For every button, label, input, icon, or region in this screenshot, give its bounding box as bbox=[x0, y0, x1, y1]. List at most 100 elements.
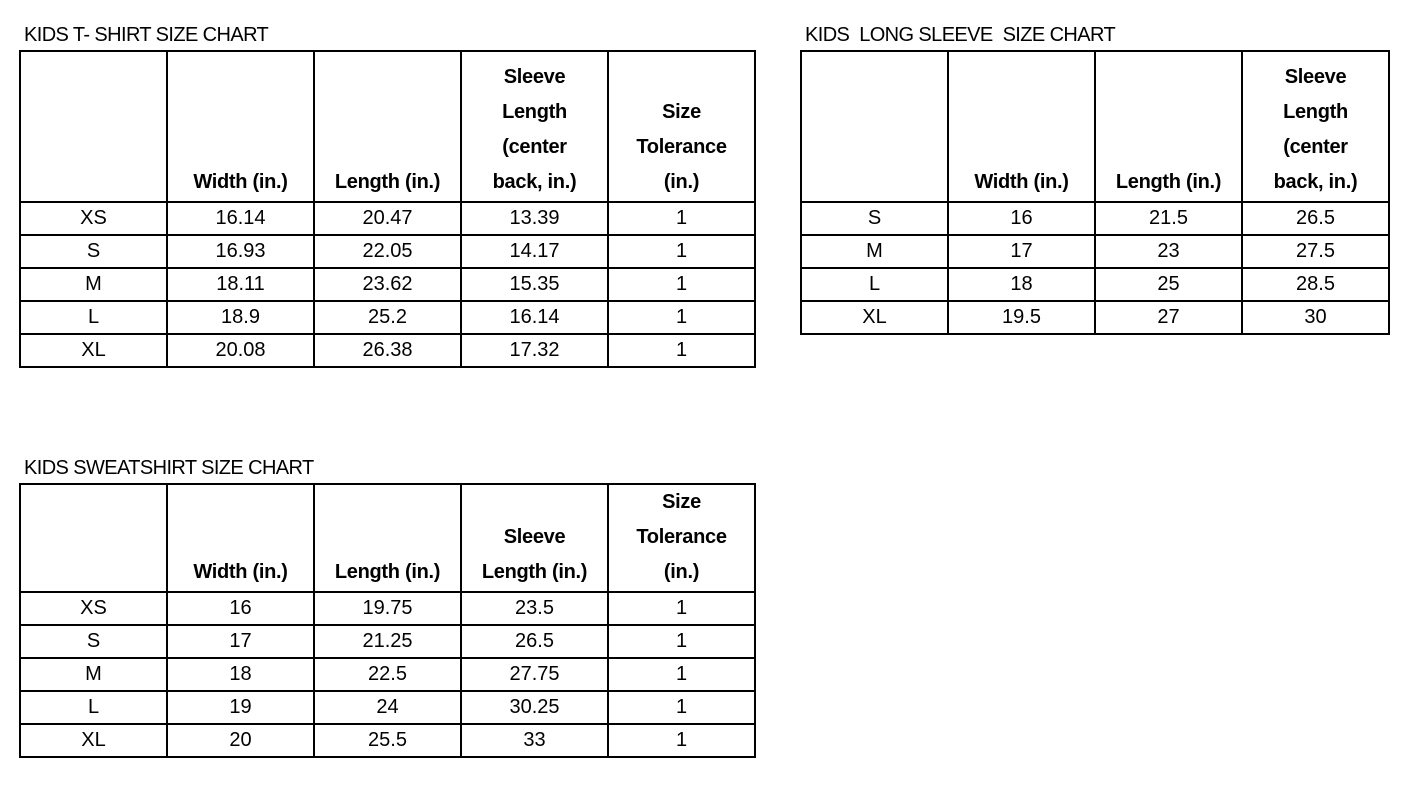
measurement-cell: 1 bbox=[607, 234, 756, 269]
column-header: Width (in.) bbox=[166, 50, 315, 203]
measurement-cell: 20 bbox=[166, 723, 315, 758]
column-header bbox=[19, 50, 168, 203]
measurement-cell: 16.93 bbox=[166, 234, 315, 269]
column-header: Length (in.) bbox=[313, 50, 462, 203]
measurement-cell: 24 bbox=[313, 690, 462, 725]
measurement-cell: 18 bbox=[166, 657, 315, 692]
measurement-cell: 18.11 bbox=[166, 267, 315, 302]
table-row: L 19 24 30.25 1 bbox=[19, 690, 756, 725]
column-header: Length (in.) bbox=[1094, 50, 1243, 203]
measurement-cell: 25.2 bbox=[313, 300, 462, 335]
measurement-cell: 23.62 bbox=[313, 267, 462, 302]
measurement-cell: 1 bbox=[607, 723, 756, 758]
table-row: S 16 21.5 26.5 bbox=[800, 201, 1390, 236]
column-header: Sleeve Length (in.) bbox=[460, 483, 609, 593]
measurement-cell: 19 bbox=[166, 690, 315, 725]
size-label-cell: S bbox=[800, 201, 949, 236]
measurement-cell: 1 bbox=[607, 201, 756, 236]
table-row: XL 20 25.5 33 1 bbox=[19, 723, 756, 758]
measurement-cell: 18 bbox=[947, 267, 1096, 302]
size-label-cell: S bbox=[19, 624, 168, 659]
measurement-cell: 16.14 bbox=[460, 300, 609, 335]
measurement-cell: 16.14 bbox=[166, 201, 315, 236]
column-header bbox=[19, 483, 168, 593]
size-label-cell: L bbox=[800, 267, 949, 302]
measurement-cell: 16 bbox=[947, 201, 1096, 236]
size-label-cell: M bbox=[19, 267, 168, 302]
header-row: Width (in.) Length (in.) Sleeve Length (ce… bbox=[19, 50, 756, 203]
measurement-cell: 23 bbox=[1094, 234, 1243, 269]
size-label-cell: XS bbox=[19, 201, 168, 236]
size-label-cell: XL bbox=[19, 723, 168, 758]
long-sleeve-size-table: Width (in.) Length (in.) Sleeve Length (ce… bbox=[800, 50, 1390, 335]
header-row: Width (in.) Length (in.) Sleeve Length (in… bbox=[19, 483, 756, 593]
measurement-cell: 16 bbox=[166, 591, 315, 626]
measurement-cell: 27.5 bbox=[1241, 234, 1390, 269]
measurement-cell: 28.5 bbox=[1241, 267, 1390, 302]
measurement-cell: 19.75 bbox=[313, 591, 462, 626]
sweatshirt-size-table: Width (in.) Length (in.) Sleeve Length (in… bbox=[19, 483, 756, 758]
table-row: XS 16.14 20.47 13.39 1 bbox=[19, 201, 756, 236]
table-row: L 18 25 28.5 bbox=[800, 267, 1390, 302]
measurement-cell: 20.08 bbox=[166, 333, 315, 368]
tshirt-size-table: Width (in.) Length (in.) Sleeve Length (ce… bbox=[19, 50, 756, 368]
header-row: Width (in.) Length (in.) Sleeve Length (ce… bbox=[800, 50, 1390, 203]
table-row: XL 20.08 26.38 17.32 1 bbox=[19, 333, 756, 368]
size-label-cell: L bbox=[19, 690, 168, 725]
column-header: Sleeve Length (center back, in.) bbox=[1241, 50, 1390, 203]
size-label-cell: XL bbox=[800, 300, 949, 335]
sweatshirt-chart-title: KIDS SWEATSHIRT SIZE CHART bbox=[24, 457, 314, 479]
measurement-cell: 1 bbox=[607, 300, 756, 335]
measurement-cell: 26.5 bbox=[460, 624, 609, 659]
table-row: S 17 21.25 26.5 1 bbox=[19, 624, 756, 659]
measurement-cell: 19.5 bbox=[947, 300, 1096, 335]
measurement-cell: 25.5 bbox=[313, 723, 462, 758]
column-header bbox=[800, 50, 949, 203]
measurement-cell: 15.35 bbox=[460, 267, 609, 302]
column-header: Length (in.) bbox=[313, 483, 462, 593]
measurement-cell: 20.47 bbox=[313, 201, 462, 236]
measurement-cell: 25 bbox=[1094, 267, 1243, 302]
measurement-cell: 1 bbox=[607, 624, 756, 659]
measurement-cell: 26.5 bbox=[1241, 201, 1390, 236]
table-row: L 18.9 25.2 16.14 1 bbox=[19, 300, 756, 335]
column-header: Size Tolerance (in.) bbox=[607, 50, 756, 203]
table-row: XL 19.5 27 30 bbox=[800, 300, 1390, 335]
measurement-cell: 14.17 bbox=[460, 234, 609, 269]
measurement-cell: 17.32 bbox=[460, 333, 609, 368]
long-sleeve-chart-title: KIDS LONG SLEEVE SIZE CHART bbox=[805, 24, 1116, 46]
measurement-cell: 27.75 bbox=[460, 657, 609, 692]
table-row: M 17 23 27.5 bbox=[800, 234, 1390, 269]
measurement-cell: 1 bbox=[607, 657, 756, 692]
table-row: M 18.11 23.62 15.35 1 bbox=[19, 267, 756, 302]
measurement-cell: 17 bbox=[947, 234, 1096, 269]
size-label-cell: XL bbox=[19, 333, 168, 368]
tshirt-chart-title: KIDS T- SHIRT SIZE CHART bbox=[24, 24, 269, 46]
measurement-cell: 21.5 bbox=[1094, 201, 1243, 236]
measurement-cell: 18.9 bbox=[166, 300, 315, 335]
column-header: Width (in.) bbox=[166, 483, 315, 593]
measurement-cell: 1 bbox=[607, 267, 756, 302]
table-row: M 18 22.5 27.75 1 bbox=[19, 657, 756, 692]
size-label-cell: XS bbox=[19, 591, 168, 626]
size-label-cell: S bbox=[19, 234, 168, 269]
measurement-cell: 30 bbox=[1241, 300, 1390, 335]
measurement-cell: 17 bbox=[166, 624, 315, 659]
column-header: Size Tolerance (in.) bbox=[607, 483, 756, 593]
measurement-cell: 22.05 bbox=[313, 234, 462, 269]
table-row: S 16.93 22.05 14.17 1 bbox=[19, 234, 756, 269]
table-row: XS 16 19.75 23.5 1 bbox=[19, 591, 756, 626]
measurement-cell: 22.5 bbox=[313, 657, 462, 692]
measurement-cell: 30.25 bbox=[460, 690, 609, 725]
measurement-cell: 33 bbox=[460, 723, 609, 758]
measurement-cell: 1 bbox=[607, 690, 756, 725]
measurement-cell: 27 bbox=[1094, 300, 1243, 335]
measurement-cell: 1 bbox=[607, 333, 756, 368]
measurement-cell: 13.39 bbox=[460, 201, 609, 236]
size-label-cell: L bbox=[19, 300, 168, 335]
column-header: Width (in.) bbox=[947, 50, 1096, 203]
measurement-cell: 26.38 bbox=[313, 333, 462, 368]
column-header: Sleeve Length (center back, in.) bbox=[460, 50, 609, 203]
measurement-cell: 23.5 bbox=[460, 591, 609, 626]
size-label-cell: M bbox=[800, 234, 949, 269]
